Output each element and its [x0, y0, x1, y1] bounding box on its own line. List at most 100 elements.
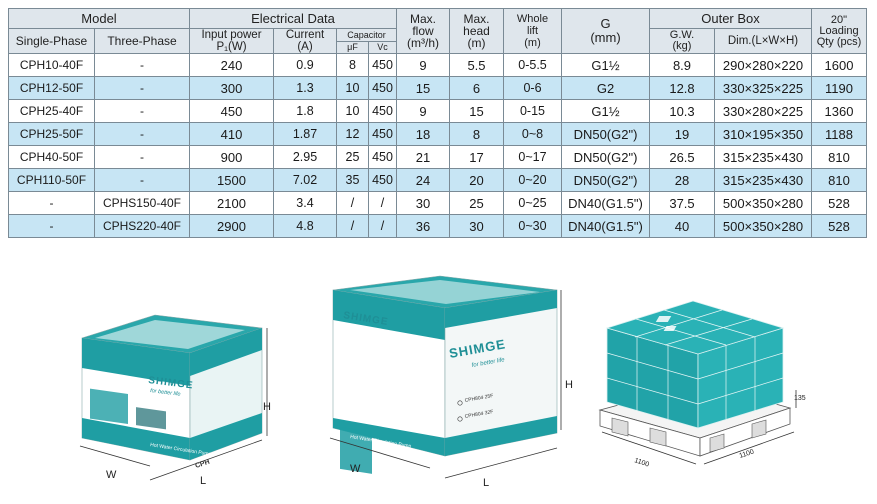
cell-vc: 450: [368, 76, 397, 100]
cell-head: 17: [449, 145, 504, 169]
cell-three: -: [94, 99, 190, 123]
packaging-illustration: SHIMGE for better life Hot Water Circula…: [79, 275, 806, 489]
medium-box-dim-w: W: [350, 463, 361, 475]
cell-qty: 528: [811, 214, 867, 238]
small-box-l-line: [149, 439, 263, 481]
header-loading-line3: Qty (pcs): [816, 35, 862, 48]
cell-gw: 19: [649, 122, 715, 146]
header-max-head-line1: Max.: [463, 12, 490, 26]
cell-dim: 500×350×280: [714, 214, 812, 238]
cell-vc: /: [368, 191, 397, 215]
header-capacitor-vc: Vc: [368, 40, 397, 54]
cell-gw: 28: [649, 168, 715, 192]
header-gw-line2: (kg): [672, 40, 692, 52]
table-row: - CPHS220-40F 2900 4.8//36 30 0~30 DN40(G1.5")…: [8, 214, 867, 238]
cell-gw: 26.5: [649, 145, 715, 169]
header-current: Current (A): [273, 28, 337, 54]
medium-box-dim-l: L: [483, 477, 489, 489]
cell-dim: 315×235×430: [714, 145, 812, 169]
header-outer-box: Outer Box: [649, 8, 812, 29]
cell-flow: 9: [396, 99, 450, 123]
cell-lift: 0-5.5: [503, 53, 562, 77]
cell-uf: 12: [336, 122, 369, 146]
medium-box-spec-panel: [340, 426, 372, 474]
cell-single: CPH25-50F: [8, 122, 95, 146]
cell-g: DN40(G1.5"): [561, 214, 650, 238]
cell-three: -: [94, 122, 190, 146]
pallet-height: 135: [794, 395, 806, 402]
header-loading-line1: 20": [830, 13, 848, 26]
cell-uf: 8: [336, 53, 369, 77]
cell-g: G2: [561, 76, 650, 100]
header-current-line2: (A): [297, 41, 313, 53]
cell-current: 1.8: [273, 99, 337, 123]
small-box-side-label: CPH: [194, 459, 210, 470]
medium-box-checkbox-b: [457, 416, 463, 422]
cell-power: 300: [189, 76, 274, 100]
cell-qty: 1600: [811, 53, 867, 77]
pallet-length-a-line: [601, 431, 697, 465]
pallet-length-a: 1100: [633, 457, 650, 468]
pallet-length-b-line: [703, 431, 795, 465]
table-row: CPH40-50F -900 2.95 25 450 21 17 0~17 DN50(G2") 2…: [8, 145, 867, 169]
cell-dim: 330×325×225: [714, 76, 812, 100]
cell-dim: 315×235×430: [714, 168, 812, 192]
cell-power: 1500: [189, 168, 274, 192]
table-row: CPH12-50F -300 1.3 10 450 15 6 0-6 G2 12.8 330×325…: [8, 76, 867, 100]
cell-gw: 37.5: [649, 191, 715, 215]
cell-three: -: [94, 168, 190, 192]
cell-current: 4.8: [273, 214, 337, 238]
header-single-phase: Single-Phase: [8, 28, 95, 54]
medium-box-dim-h: H: [565, 379, 573, 391]
cell-g: G1½: [561, 99, 650, 123]
medium-box: SHIMGE SHIMGE for better life CPH804 25F…: [329, 275, 573, 489]
header-max-flow-line2: flow: [412, 24, 434, 38]
medium-box-model-a: CPH804 25F: [464, 393, 494, 404]
cell-single: CPH110-50F: [8, 168, 95, 192]
cell-head: 20: [449, 168, 504, 192]
cell-g: DN40(G1.5"): [561, 191, 650, 215]
cell-gw: 12.8: [649, 76, 715, 100]
cell-uf: 35: [336, 168, 369, 192]
header-loading-qty: 20" Loading Qty (pcs): [811, 8, 867, 54]
cell-g: G1½: [561, 53, 650, 77]
table-row: - CPHS150-40F 2100 3.4//30 25 0~25 DN40(G1.5")…: [8, 191, 867, 215]
table-row: CPH10-40F -240 0.9 8 450 9 5.5 0-5.5 G1½ 8.9 290×2…: [8, 53, 867, 77]
header-loading-line2: Loading: [819, 24, 859, 37]
cell-g: DN50(G2"): [561, 122, 650, 146]
header-gw-line1: G.W.: [669, 29, 695, 41]
cell-uf: /: [336, 214, 369, 238]
cell-flow: 21: [396, 145, 450, 169]
header-whole-lift: Whole lift (m): [503, 8, 562, 54]
cell-uf: 10: [336, 76, 369, 100]
cell-lift: 0~30: [503, 214, 562, 238]
cell-vc: /: [368, 214, 397, 238]
spec-table: Model Electrical Data Max. flow (m³/h) M…: [8, 8, 867, 238]
cell-three: -: [94, 53, 190, 77]
cell-head: 25: [449, 191, 504, 215]
cell-current: 0.9: [273, 53, 337, 77]
medium-box-model-b: CPH804 32F: [464, 409, 494, 420]
cell-qty: 528: [811, 191, 867, 215]
cell-single: CPH10-40F: [8, 53, 95, 77]
cell-head: 6: [449, 76, 504, 100]
cell-dim: 500×350×280: [714, 191, 812, 215]
cell-single: CPH25-40F: [8, 99, 95, 123]
cell-qty: 1188: [811, 122, 867, 146]
cell-flow: 30: [396, 191, 450, 215]
small-box-dim-l: L: [200, 475, 206, 487]
cell-three: -: [94, 76, 190, 100]
header-g: G (mm): [561, 8, 650, 54]
cell-power: 240: [189, 53, 274, 77]
header-g-line1: G: [600, 16, 611, 31]
cell-lift: 0~25: [503, 191, 562, 215]
cell-current: 2.95: [273, 145, 337, 169]
header-dim: Dim.(L×W×H): [714, 28, 812, 54]
header-input-power: Input power P₁(W): [189, 28, 274, 54]
cell-flow: 15: [396, 76, 450, 100]
small-box-w-line: [79, 445, 151, 467]
medium-box-l-line: [444, 447, 558, 479]
cell-current: 1.3: [273, 76, 337, 100]
cell-head: 30: [449, 214, 504, 238]
cell-uf: /: [336, 191, 369, 215]
